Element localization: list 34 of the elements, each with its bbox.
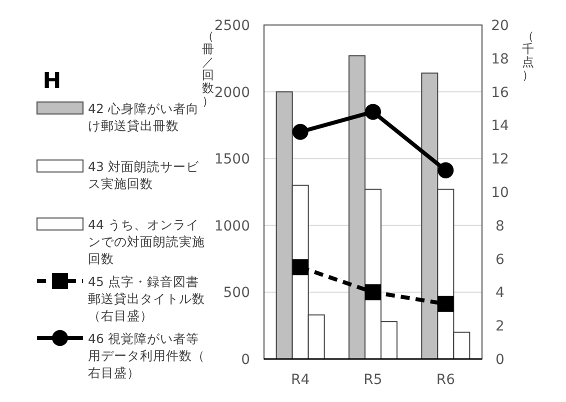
y2-tick-label: 14 xyxy=(491,118,509,134)
y2-axis-title: （千点） xyxy=(522,29,534,82)
x-tick-label: R6 xyxy=(436,372,456,388)
point xyxy=(438,296,454,312)
y-tick-label: 0 xyxy=(241,352,250,368)
y-tick-label: 2000 xyxy=(214,84,250,101)
point xyxy=(438,162,454,178)
y2-tick-label: 16 xyxy=(491,84,509,101)
point xyxy=(365,284,381,300)
x-tick-label: R5 xyxy=(364,372,382,388)
text: H xyxy=(42,69,62,94)
legend-label: 45 点字・録音図書郵送貸出タイトル数（右目盛） xyxy=(88,274,205,323)
y-tick-label: 1500 xyxy=(214,152,250,168)
y2-tick-label: 8 xyxy=(496,218,504,234)
y2-tick-label: 6 xyxy=(496,252,505,268)
y2-tick-label: 12 xyxy=(491,152,509,168)
y2-tick-label: 4 xyxy=(496,285,505,302)
y-tick-label: 2500 xyxy=(214,18,250,34)
y2-tick-label: 20 xyxy=(491,18,509,34)
point xyxy=(365,104,381,120)
legend-label: 43 対面朗読サービス実施回数 xyxy=(88,159,200,191)
y-axis-title: （冊／回数） xyxy=(202,29,214,108)
y-tick-label: 500 xyxy=(223,285,250,302)
y2-tick-label: 10 xyxy=(491,185,509,201)
legend-label: 44 うち、オンラインでの対面朗読実施回数 xyxy=(88,217,205,266)
point xyxy=(292,259,308,276)
y2-tick-label: 18 xyxy=(491,51,509,68)
legend-label: 46 視覚障がい者等用データ利用件数（右目盛） xyxy=(88,331,205,380)
point xyxy=(292,124,308,140)
x-tick-label: R4 xyxy=(291,372,310,388)
y2-tick-label: 0 xyxy=(496,352,504,368)
legend-label: 42 心身障がい者向け郵送貸出冊数 xyxy=(88,101,199,133)
y2-tick-label: 2 xyxy=(496,318,504,335)
y-tick-label: 1000 xyxy=(214,218,250,234)
